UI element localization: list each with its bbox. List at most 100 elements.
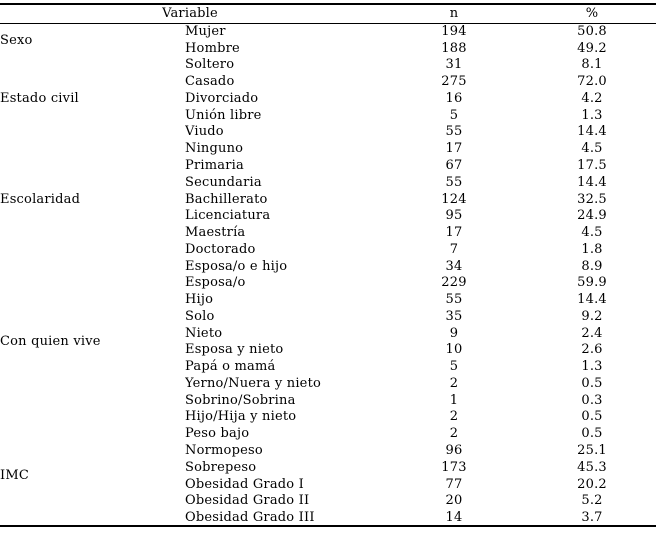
n-value-cell: 9	[449, 325, 459, 341]
percent-value-cell: 14.4	[577, 292, 607, 308]
category-cell: Esposa/o	[185, 275, 246, 291]
percent-value-cell: 59.9	[577, 275, 607, 291]
n-value-cell: 55	[445, 174, 463, 190]
n-value-cell: 14	[445, 509, 463, 525]
category-cell: Nieto	[185, 325, 223, 341]
n-value-cell: 194	[441, 24, 467, 40]
group-label-estado-civil: Estado civil	[0, 90, 79, 106]
category-cell: Secundaria	[185, 174, 262, 190]
table-row: Doctorado 7 1.8	[0, 241, 656, 258]
n-value-cell: 34	[445, 258, 463, 274]
category-cell: Normopeso	[185, 443, 263, 459]
table-row: Con quien vive Esposa/o e hijo 34 8.9	[0, 258, 656, 349]
table-row: Esposa y nieto 10 2.6	[0, 342, 656, 359]
n-value-cell: 2	[449, 375, 459, 391]
category-cell: Ninguno	[185, 141, 244, 157]
table-row: Obesidad Grado I 77 20.2	[0, 476, 656, 493]
category-cell: Licenciatura	[185, 208, 271, 224]
percent-value-cell: 0.5	[581, 426, 603, 442]
table-row: Nieto 9 2.4	[0, 325, 656, 342]
category-cell: Sobrepeso	[185, 459, 257, 475]
category-cell: Peso bajo	[185, 426, 250, 442]
category-cell: Bachillerato	[185, 191, 268, 207]
category-cell: Primaria	[185, 158, 244, 173]
table-row: Esposa/o 229 59.9	[0, 274, 656, 291]
table-row: Bachillerato 124 32.5	[0, 191, 656, 208]
n-value-cell: 16	[445, 90, 463, 106]
category-cell: Solo	[185, 308, 215, 324]
n-value-cell: 31	[445, 57, 463, 73]
n-value-cell: 229	[441, 275, 467, 291]
column-header-percent: %	[528, 4, 656, 24]
category-cell: Casado	[185, 74, 235, 90]
category-cell: Sobrino/Sobrina	[185, 392, 296, 408]
percent-value-cell: 14.4	[577, 124, 607, 140]
percent-value-cell: 4.5	[581, 141, 603, 157]
table-body: Sexo Mujer 194 50.8 Hombre 188 49.2 Estado civi…	[0, 23, 656, 526]
table-row: Yerno/Nuera y nieto 2 0.5	[0, 375, 656, 392]
table-row: Viudo 55 14.4	[0, 124, 656, 141]
n-value-cell: 2	[449, 426, 459, 442]
percent-value-cell: 1.8	[581, 241, 603, 257]
percent-value-cell: 5.2	[581, 493, 603, 509]
percent-value-cell: 32.5	[577, 191, 607, 207]
table-row: Sexo Mujer 194 50.8	[0, 23, 656, 47]
header-row: Variable n %	[0, 4, 656, 24]
table-row: Casado 275 72.0	[0, 73, 656, 90]
n-value-cell: 17	[445, 141, 463, 157]
category-cell: Papá o mamá	[185, 359, 276, 375]
category-cell: Obesidad Grado III	[185, 509, 315, 525]
n-value-cell: 67	[445, 158, 463, 173]
n-value-cell: 17	[445, 225, 463, 241]
category-cell: Viudo	[185, 124, 224, 140]
percent-value-cell: 0.5	[581, 409, 603, 425]
table-row: Hombre 188 49.2	[0, 40, 656, 57]
percent-value-cell: 49.2	[577, 40, 607, 56]
percent-value-cell: 72.0	[577, 74, 607, 90]
table-row: Papá o mamá 5 1.3	[0, 358, 656, 375]
table-row: Hijo/Hija y nieto 2 0.5	[0, 409, 656, 426]
percent-value-cell: 0.5	[581, 375, 603, 391]
category-cell: Doctorado	[185, 241, 256, 257]
percent-value-cell: 4.5	[581, 225, 603, 241]
table-row: Escolaridad Ninguno 17 4.5	[0, 140, 656, 206]
category-cell: Esposa y nieto	[185, 342, 284, 358]
table-row: Hijo 55 14.4	[0, 291, 656, 308]
descriptive-statistics-table: Variable n % Sexo Mujer 194 50.8 Hombre 188 49…	[0, 3, 656, 527]
n-value-cell: 77	[445, 476, 463, 492]
n-value-cell: 55	[445, 124, 463, 140]
percent-value-cell: 25.1	[577, 443, 607, 459]
group-label-con-quien-vive: Con quien vive	[0, 334, 101, 350]
category-cell: Unión libre	[185, 107, 262, 123]
table-row: Obesidad Grado III 14 3.7	[0, 509, 656, 526]
n-value-cell: 173	[441, 459, 467, 475]
n-value-cell: 188	[441, 40, 467, 56]
n-value-cell: 35	[445, 308, 463, 324]
column-header-variable: Variable	[0, 4, 380, 24]
category-cell: Hijo	[185, 292, 214, 308]
percent-value-cell: 4.2	[581, 90, 603, 106]
percent-value-cell: 20.2	[577, 476, 607, 492]
table-row: Primaria 67 17.5	[0, 157, 656, 174]
n-value-cell: 7	[449, 241, 459, 257]
percent-value-cell: 2.6	[581, 342, 603, 358]
group-label-imc: IMC	[0, 467, 29, 483]
table-row: Sobrino/Sobrina 1 0.3	[0, 392, 656, 409]
category-cell: Hijo/Hija y nieto	[185, 409, 297, 425]
table-row: Unión libre 5 1.3	[0, 107, 656, 124]
table-row: Divorciado 16 4.2	[0, 90, 656, 107]
category-cell: Esposa/o e hijo	[185, 258, 288, 274]
table-row: Licenciatura 95 24.9	[0, 207, 656, 224]
n-value-cell: 124	[441, 191, 467, 207]
table-row: IMC Peso bajo 2 0.5	[0, 425, 656, 482]
category-cell: Mujer	[185, 24, 226, 40]
percent-value-cell: 17.5	[577, 158, 607, 173]
category-cell: Yerno/Nuera y nieto	[185, 375, 322, 391]
table-row: Maestría 17 4.5	[0, 224, 656, 241]
table-row: Obesidad Grado II 20 5.2	[0, 492, 656, 509]
n-value-cell: 275	[441, 74, 467, 90]
group-label-sexo: Sexo	[0, 32, 33, 48]
percent-value-cell: 8.1	[581, 57, 603, 73]
category-cell: Obesidad Grado II	[185, 493, 310, 509]
